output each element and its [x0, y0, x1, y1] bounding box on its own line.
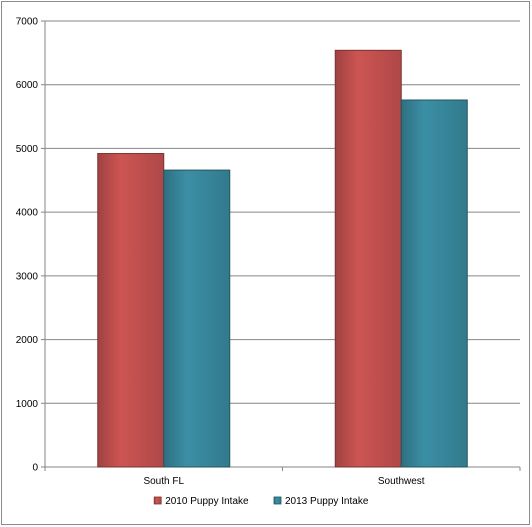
legend-label: 2013 Puppy Intake [285, 496, 369, 507]
legend-swatch [273, 496, 282, 505]
bar [97, 153, 165, 468]
y-tick-label: 4000 [16, 208, 39, 219]
category-label: South FL [143, 476, 184, 487]
y-tick-label: 2000 [16, 335, 39, 346]
y-tick-label: 0 [32, 463, 38, 474]
bar [400, 99, 468, 468]
y-tick-label: 3000 [16, 271, 39, 282]
legend-swatch [153, 496, 162, 505]
bar [334, 49, 402, 468]
legend-label: 2010 Puppy Intake [165, 496, 249, 507]
y-tick-label: 6000 [16, 80, 39, 91]
category-label: Southwest [378, 476, 425, 487]
bar [163, 169, 231, 468]
y-tick-label: 7000 [16, 17, 39, 28]
y-tick-label: 1000 [16, 399, 39, 410]
y-tick-label: 5000 [16, 144, 39, 155]
